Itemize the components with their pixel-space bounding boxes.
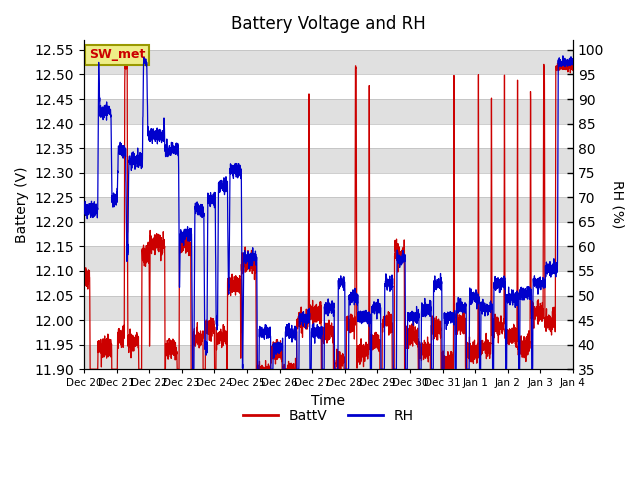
Bar bbox=[84, 246, 573, 271]
Bar bbox=[84, 222, 573, 246]
Y-axis label: Battery (V): Battery (V) bbox=[15, 167, 29, 243]
Bar bbox=[84, 50, 573, 74]
X-axis label: Time: Time bbox=[312, 394, 346, 408]
Bar bbox=[84, 124, 573, 148]
Legend: BattV, RH: BattV, RH bbox=[237, 403, 420, 428]
Y-axis label: RH (%): RH (%) bbox=[611, 180, 625, 229]
Bar bbox=[84, 345, 573, 369]
Title: Battery Voltage and RH: Battery Voltage and RH bbox=[231, 15, 426, 33]
Bar bbox=[84, 74, 573, 99]
Bar bbox=[84, 320, 573, 345]
Bar bbox=[84, 197, 573, 222]
Text: SW_met: SW_met bbox=[89, 48, 145, 61]
Bar bbox=[84, 271, 573, 296]
Bar bbox=[84, 173, 573, 197]
Bar bbox=[84, 99, 573, 124]
Bar bbox=[84, 296, 573, 320]
Bar bbox=[84, 148, 573, 173]
